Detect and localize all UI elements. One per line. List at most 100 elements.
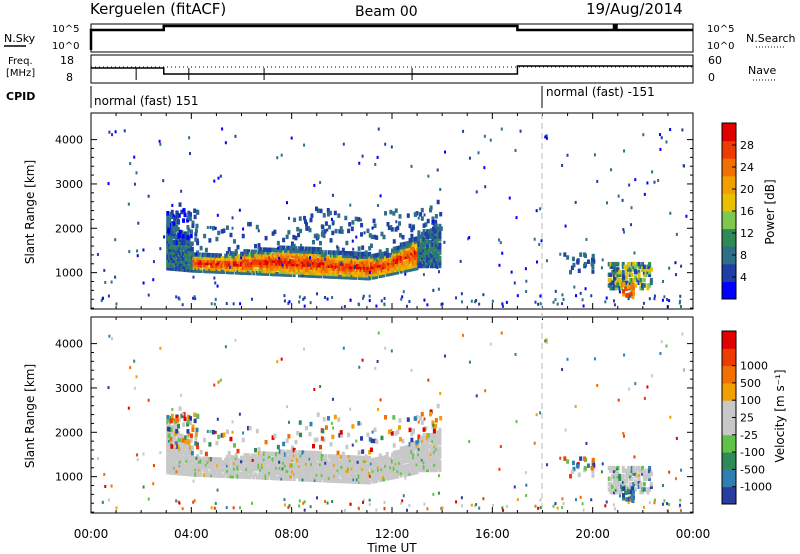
data-cell <box>434 438 438 443</box>
data-cell <box>405 508 408 512</box>
data-cell <box>294 458 298 463</box>
data-cell <box>304 463 308 469</box>
data-cell <box>187 265 191 270</box>
data-cell <box>247 469 251 474</box>
data-cell <box>350 457 354 463</box>
data-cell <box>185 450 189 455</box>
data-cell <box>333 467 337 473</box>
data-cell <box>218 269 222 274</box>
data-cell <box>390 428 393 432</box>
data-cell <box>326 268 330 274</box>
data-cell <box>210 260 214 266</box>
data-cell <box>396 248 400 254</box>
data-cell <box>644 269 648 275</box>
data-cell <box>420 462 424 467</box>
data-cell <box>166 440 170 446</box>
data-cell <box>217 263 221 269</box>
data-cell <box>273 465 277 470</box>
data-cell <box>189 471 193 477</box>
data-cell <box>171 457 175 462</box>
data-cell <box>646 264 650 270</box>
data-cell <box>376 260 380 266</box>
data-cell <box>378 464 382 469</box>
data-cell <box>210 467 214 473</box>
data-cell <box>329 271 333 277</box>
data-cell <box>383 460 387 466</box>
data-cell <box>171 470 175 475</box>
data-cell <box>227 471 231 476</box>
data-cell <box>383 259 387 264</box>
data-cell <box>276 247 280 253</box>
data-cell <box>385 460 389 465</box>
data-cell <box>436 451 440 457</box>
data-cell <box>415 461 419 467</box>
data-cell <box>183 246 187 251</box>
data-cell <box>268 462 272 467</box>
data-cell <box>268 459 272 465</box>
data-cell <box>215 236 219 242</box>
data-cell <box>340 465 343 469</box>
data-cell <box>292 468 296 474</box>
data-cell <box>434 263 438 269</box>
data-cell <box>383 465 387 471</box>
data-cell <box>241 463 245 469</box>
data-cell <box>628 471 632 476</box>
data-cell <box>455 296 458 300</box>
data-cell <box>429 239 433 245</box>
data-cell <box>259 255 263 260</box>
data-cell <box>362 498 365 502</box>
data-cell <box>169 451 173 457</box>
data-cell <box>303 469 307 474</box>
data-cell <box>311 456 315 461</box>
data-cell <box>648 267 652 272</box>
data-cell <box>628 476 632 482</box>
data-cell <box>627 264 631 270</box>
data-cell <box>317 249 321 255</box>
data-cell <box>166 451 170 456</box>
data-cell <box>417 438 421 443</box>
data-cell <box>206 470 210 475</box>
data-cell <box>394 471 398 477</box>
data-cell <box>422 443 426 449</box>
data-cell <box>431 441 435 446</box>
data-cell <box>178 237 182 243</box>
data-cell <box>340 478 344 484</box>
data-cell <box>535 413 538 417</box>
data-cell <box>213 269 217 274</box>
data-cell <box>186 429 190 434</box>
data-cell <box>348 267 352 272</box>
data-cell <box>292 261 296 267</box>
data-cell <box>350 264 354 270</box>
data-cell <box>380 254 384 260</box>
data-cell <box>275 261 279 266</box>
data-cell <box>170 240 174 245</box>
data-cell <box>319 247 323 252</box>
data-cell <box>408 238 412 243</box>
data-cell <box>412 470 416 476</box>
data-cell <box>170 413 174 419</box>
data-cell <box>269 472 273 478</box>
data-cell <box>303 215 307 221</box>
data-cell <box>243 267 247 273</box>
data-cell <box>422 457 426 462</box>
data-cell <box>294 259 298 264</box>
data-cell <box>203 472 207 478</box>
data-cell <box>406 254 410 259</box>
data-cell <box>292 243 296 249</box>
data-cell <box>359 270 363 275</box>
data-cell <box>420 459 424 465</box>
data-cell <box>616 487 620 492</box>
data-cell <box>431 459 435 465</box>
data-cell <box>180 209 184 215</box>
data-cell <box>389 271 393 276</box>
data-cell <box>569 473 573 479</box>
data-cell <box>215 473 219 478</box>
data-cell <box>675 273 678 277</box>
data-cell <box>545 259 548 263</box>
data-cell <box>376 259 379 263</box>
data-cell <box>491 503 494 507</box>
data-cell <box>232 302 235 306</box>
data-cell <box>280 460 284 465</box>
data-cell <box>331 434 335 440</box>
data-cell <box>357 259 361 265</box>
